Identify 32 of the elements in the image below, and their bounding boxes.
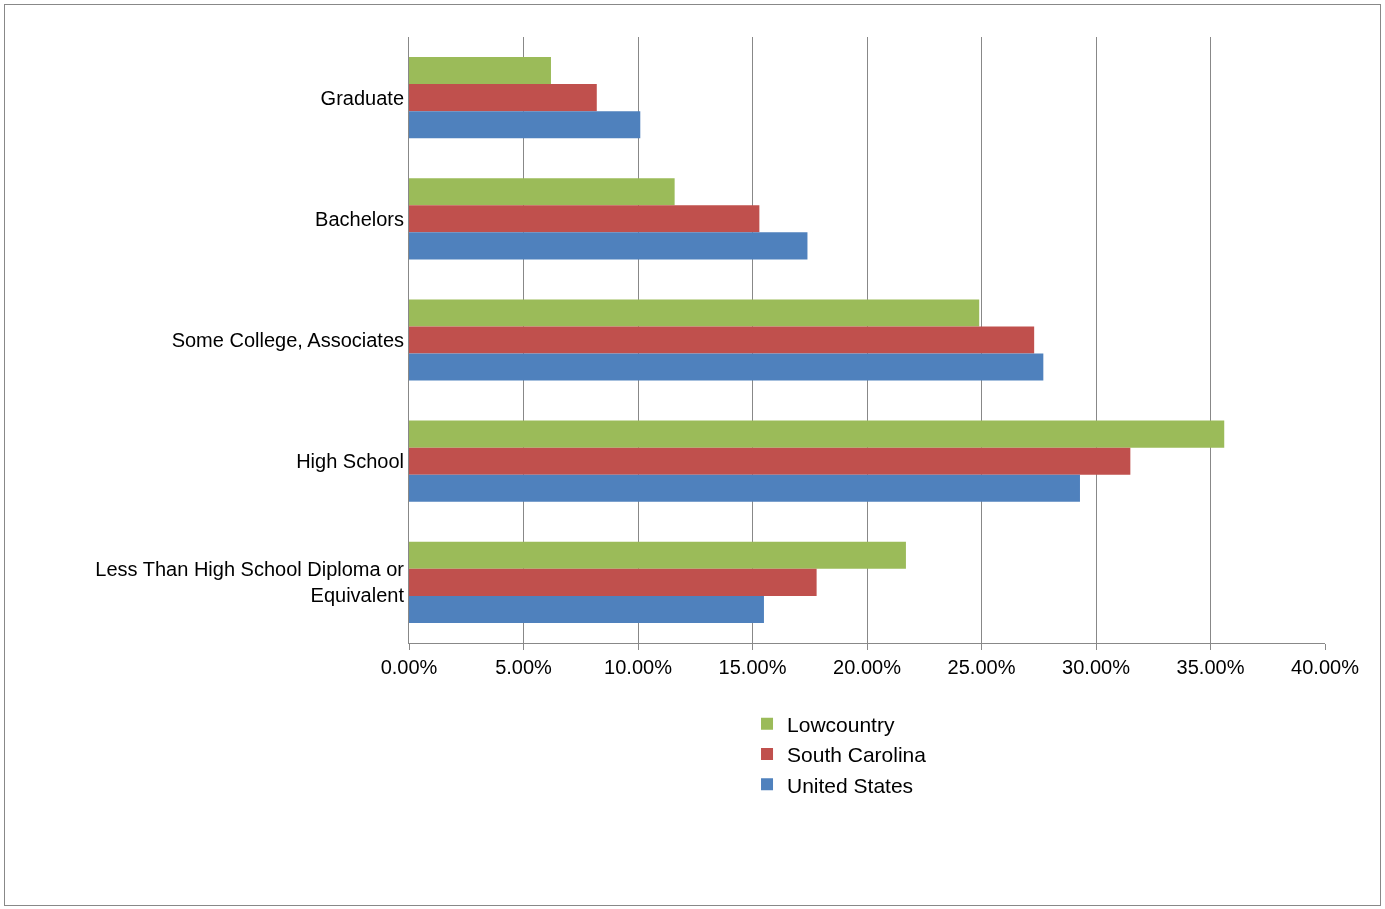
legend-label: United States <box>787 773 914 797</box>
bar <box>409 111 641 139</box>
x-tick-label: 20.00% <box>833 656 902 678</box>
bar <box>409 420 1225 448</box>
bar <box>409 447 1131 475</box>
bar <box>409 326 1035 354</box>
bar <box>409 57 551 85</box>
bar <box>409 474 1080 502</box>
y-tick-label: High School <box>296 450 404 473</box>
bar <box>409 353 1044 381</box>
x-tick-label: 15.00% <box>718 656 787 678</box>
legend-label: Lowcountry <box>787 712 895 736</box>
bar <box>409 178 675 206</box>
bar <box>409 205 760 233</box>
bar <box>409 299 980 327</box>
bar <box>409 541 906 569</box>
bar <box>409 84 597 112</box>
bar <box>409 232 808 260</box>
bar <box>409 595 764 623</box>
x-tick-label: 0.00% <box>380 656 438 678</box>
x-tick-label: 10.00% <box>604 656 673 678</box>
y-tick-label: Less Than High School Diploma or Equivalent <box>95 558 405 607</box>
x-tick-label: 25.00% <box>947 656 1016 678</box>
legend-label: South Carolina <box>787 743 927 767</box>
bar <box>409 568 817 596</box>
y-tick-label: Graduate <box>320 86 404 109</box>
y-tick-label: Bachelors <box>315 207 404 230</box>
x-tick-label: 40.00% <box>1291 656 1360 678</box>
x-tick-label: 35.00% <box>1176 656 1245 678</box>
y-tick-label: Some College, Associates <box>171 329 404 351</box>
x-tick-label: 5.00% <box>495 656 553 678</box>
x-tick-label: 30.00% <box>1062 656 1131 678</box>
